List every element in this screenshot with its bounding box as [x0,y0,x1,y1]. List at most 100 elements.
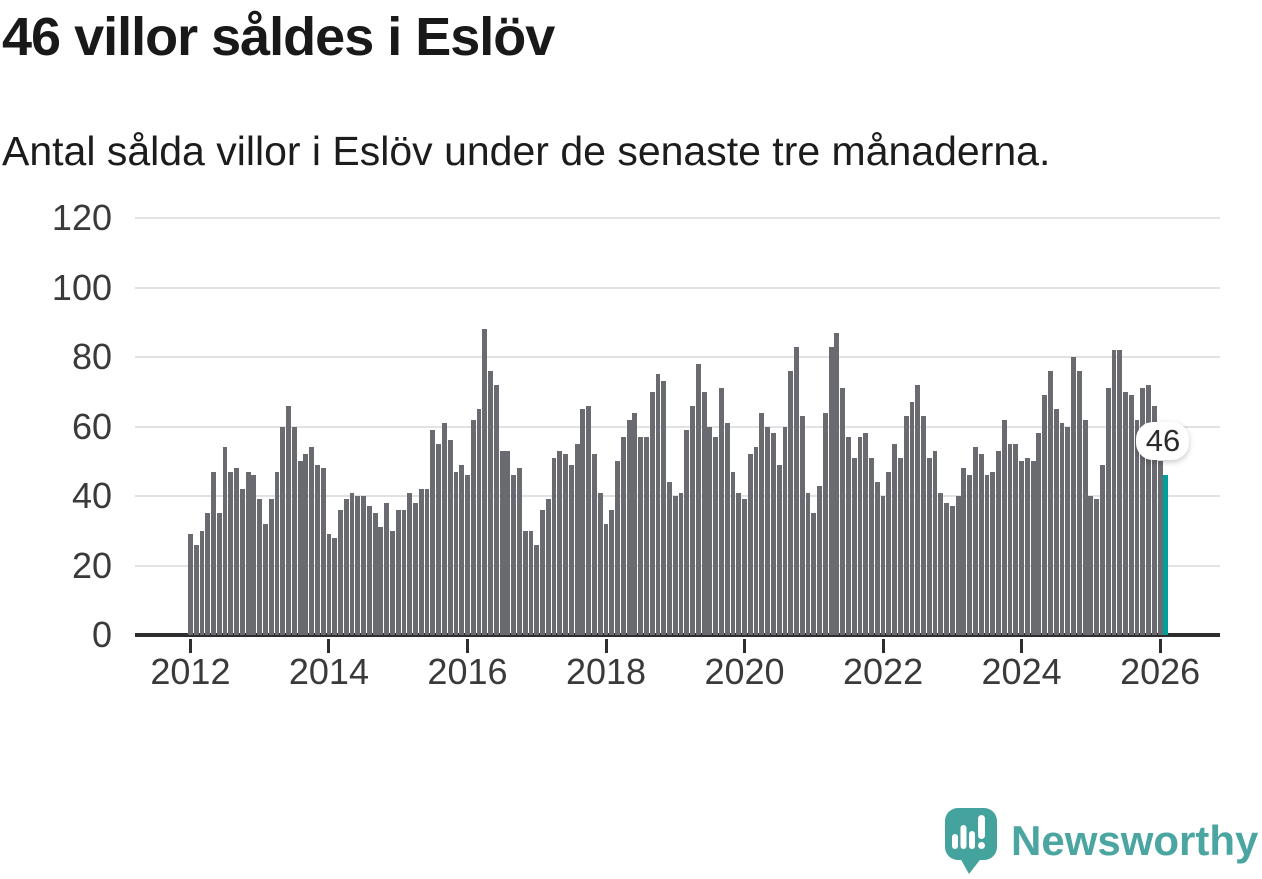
bar-2023-02 [955,496,961,635]
bar-2025-12 [1151,405,1157,635]
bar-2016-04 [482,329,488,635]
bar-2019-01 [672,496,678,635]
bar-2025-11 [1146,384,1151,635]
bar-2017-06 [563,454,569,635]
bar-2012-01 [188,534,193,635]
bar-2012-12 [251,475,257,635]
bar-2022-04 [897,457,903,635]
bar-2022-09 [926,457,932,635]
page-subtitle: Antal sålda villor i Eslöv under de sena… [2,128,1051,174]
bar-2026-01 [1157,461,1163,635]
x-axis-label-2022: 2022 [843,651,924,692]
highlight-bar-2026-02 [1163,475,1169,635]
bar-2013-10 [309,447,315,635]
bar-2013-12 [320,468,326,635]
bar-2025-06 [1117,350,1123,635]
bar-2021-11 [869,457,874,635]
x-axis-label-2020: 2020 [704,651,785,692]
bar-2023-10 [1001,419,1007,635]
bar-2019-08 [713,436,719,635]
gridline-y-60 [135,425,1220,428]
bar-2020-12 [805,492,811,635]
bar-2015-10 [447,440,453,635]
bar-2015-09 [441,423,447,635]
page-title: 46 villor såldes i Eslöv [2,7,555,67]
bar-2014-09 [372,513,378,635]
bar-2015-05 [418,489,424,635]
bar-2018-06 [632,412,638,635]
bar-2021-12 [874,482,880,635]
bar-2022-08 [921,416,926,635]
x-axis-tick-2024 [1020,639,1024,653]
bar-2019-10 [724,423,730,635]
bar-2021-01 [811,513,817,635]
bar-2014-07 [361,496,366,635]
bar-2014-05 [349,492,355,635]
bar-2015-06 [424,489,430,635]
bar-2018-10 [655,374,661,635]
bar-2024-07 [1053,409,1059,635]
bar-2017-10 [586,405,592,635]
bar-2024-01 [1019,461,1024,635]
bar-2022-01 [880,496,886,635]
bar-2013-06 [286,405,291,635]
bar-2019-12 [736,492,742,635]
bar-2019-06 [701,391,707,635]
bar-2025-01 [1088,496,1094,635]
value-callout-text: 46 [1145,423,1181,459]
bar-2021-05 [834,332,840,635]
bar-2014-06 [355,496,361,635]
bar-2012-11 [245,471,251,635]
bar-2024-05 [1042,395,1048,635]
bar-2022-05 [903,416,909,635]
x-axis-label-2018: 2018 [565,651,647,692]
bar-2025-04 [1105,388,1111,635]
bar-2025-09 [1134,419,1140,635]
bar-2018-09 [649,391,655,635]
x-axis-label-2012: 2012 [150,651,231,692]
bar-2016-05 [488,370,493,635]
bar-2015-12 [459,464,465,635]
y-axis-label-100: 100 [51,266,112,308]
speech-bubble-bar-chart-exclamation-icon [945,808,997,874]
bar-2023-06 [978,454,984,635]
gridline-y-100 [135,286,1220,289]
bar-2016-02 [470,419,476,635]
bar-2014-01 [326,534,332,635]
bar-2017-03 [545,499,551,635]
bar-2022-07 [915,384,921,635]
bar-2012-02 [193,544,199,635]
gridline-y-80 [135,356,1220,358]
bar-2015-11 [453,471,459,635]
bar-2020-06 [770,433,776,635]
bar-2020-09 [788,370,794,635]
bar-2020-04 [759,412,765,635]
bar-2023-09 [996,450,1001,635]
x-axis-label-2014: 2014 [288,651,369,692]
x-axis-tick-2020 [743,639,747,653]
bar-2012-05 [211,471,216,635]
bar-2018-04 [620,436,626,635]
y-axis-label-20: 20 [71,544,112,586]
bar-2024-10 [1071,357,1076,635]
bar-2023-01 [949,506,955,635]
x-axis-tick-2012 [188,639,192,653]
gridline-y-120 [135,217,1220,219]
bar-2013-09 [303,454,309,635]
bar-2025-02 [1094,499,1100,635]
bar-2016-12 [528,530,534,635]
bar-2017-01 [534,544,540,635]
y-axis-label-120: 120 [51,197,112,238]
bar-2019-05 [695,363,701,635]
bar-2012-06 [216,513,222,635]
bar-2018-01 [603,523,609,635]
bar-2021-06 [840,388,846,635]
bar-2016-09 [511,475,517,635]
bar-2015-04 [413,502,418,635]
bar-2021-02 [817,485,822,635]
x-axis-line [135,633,1220,637]
bar-2015-03 [407,492,413,635]
bar-2013-05 [280,426,286,635]
newsworthy-logo: Newsworthy [944,806,1258,876]
